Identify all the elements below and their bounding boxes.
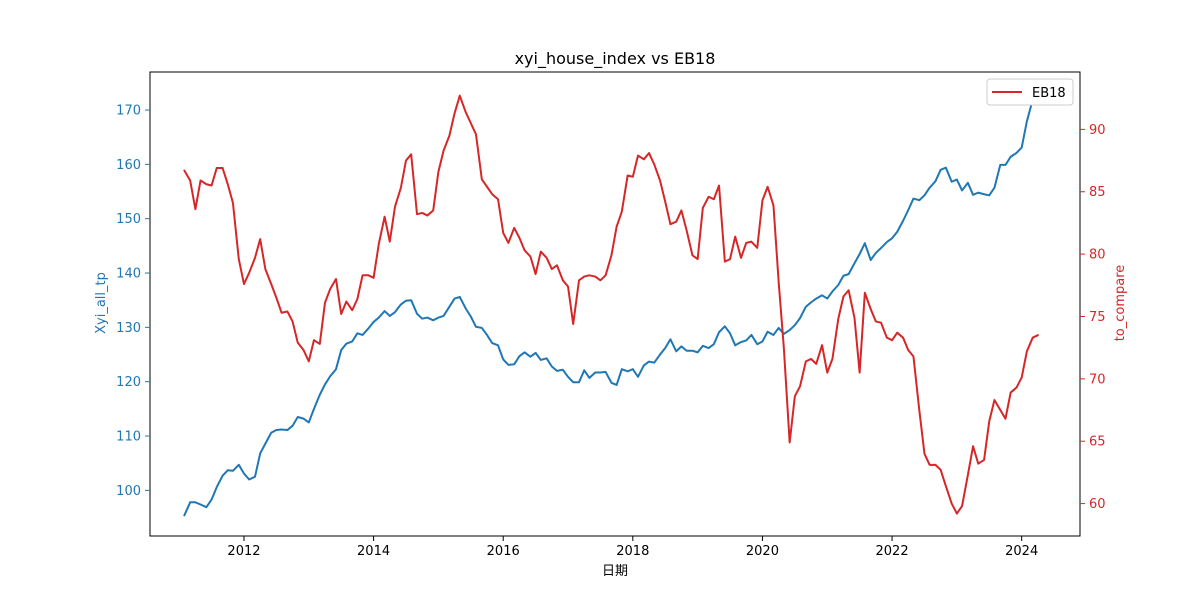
left-y-axis: 100 110 120 130 140 150 160 170: [116, 104, 150, 499]
legend-box: [986, 78, 1074, 106]
left-y-tick-label: 120: [116, 375, 141, 390]
right-y-tick-label: 70: [1089, 372, 1106, 387]
series-line-xyi-all-tp: [183, 91, 1039, 517]
left-y-tick-label: 170: [116, 104, 141, 119]
left-y-axis-label: Xyi_all_tp: [94, 272, 109, 334]
right-y-tick-label: 75: [1089, 310, 1106, 325]
x-tick-label: 2016: [487, 544, 520, 559]
left-y-tick-label: 140: [116, 267, 141, 282]
right-y-tick-label: 65: [1089, 435, 1106, 450]
left-y-tick-label: 100: [116, 484, 141, 499]
x-tick-label: 2020: [746, 544, 779, 559]
left-y-tick-label: 150: [116, 212, 141, 227]
x-tick-label: 2012: [227, 544, 260, 559]
x-axis-label: 日期: [602, 564, 628, 579]
right-y-tick-label: 90: [1089, 123, 1106, 138]
left-y-tick-label: 110: [116, 430, 141, 445]
legend: EB18: [986, 78, 1074, 106]
x-tick-label: 2018: [616, 544, 649, 559]
series-line-eb18: [183, 94, 1039, 515]
plot-frame: [149, 71, 1081, 537]
right-y-axis-label: to_compare: [1113, 265, 1128, 342]
right-y-tick-label: 85: [1089, 185, 1106, 200]
series-layer: [183, 91, 1039, 517]
left-y-tick-label: 130: [116, 321, 141, 336]
x-tick-label: 2014: [357, 544, 390, 559]
legend-label-eb18: EB18: [1032, 86, 1066, 101]
right-y-axis: 60 65 70 75 80 85 90: [1080, 123, 1106, 512]
chart-title: xyi_house_index vs EB18: [515, 49, 716, 69]
right-y-tick-label: 80: [1089, 248, 1106, 263]
x-tick-label: 2022: [876, 544, 909, 559]
x-axis: 2012 2014 2016 2018 2020 2022 2024: [227, 536, 1038, 559]
right-y-tick-label: 60: [1089, 497, 1106, 512]
x-tick-label: 2024: [1005, 544, 1038, 559]
left-y-tick-label: 160: [116, 158, 141, 173]
